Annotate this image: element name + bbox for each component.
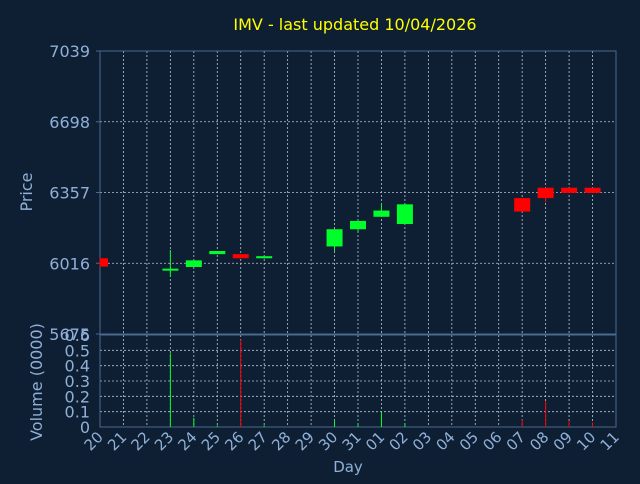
candle-body [537,187,554,199]
candle-body [514,198,531,212]
x-axis-ticks: 2021222324252627282930310102030405060708… [81,428,623,454]
candle-body [162,268,179,271]
x-tick-label: 05 [456,428,482,454]
candle-body [232,254,249,259]
volume-tick-label: 0.3 [65,372,90,391]
x-tick-label: 11 [597,428,623,454]
x-tick-label: 09 [550,428,576,454]
x-tick-label: 27 [245,428,271,454]
price-axis-ticks: 7039 6698 6357 6016 5675 [49,42,100,344]
x-axis-label: Day [333,458,363,476]
x-tick-label: 07 [503,428,529,454]
volume-tick-label: 0.1 [65,403,90,422]
volume-tick-label: 0.4 [65,357,90,376]
x-tick-label: 22 [128,428,154,454]
volume-axis-label: Volume (0000) [27,323,46,441]
candle-body [561,187,578,193]
volume-axis-ticks: 0.60.50.40.30.20.10 [65,326,90,437]
candle-body [350,220,366,230]
x-tick-label: 03 [409,428,435,454]
candle-body [373,210,390,217]
x-tick-label: 21 [104,428,130,454]
volume-tick-label: 0.2 [65,387,90,406]
x-tick-label: 29 [292,428,318,454]
x-tick-label: 08 [526,428,552,454]
price-tick-label: 7039 [49,42,90,61]
candle-body [256,256,273,259]
candles-layer [99,187,601,277]
x-tick-label: 24 [174,428,200,454]
volume-bars-layer [169,339,594,427]
price-axis-label: Price [17,172,36,211]
x-tick-label: 01 [362,428,388,454]
candle-body [209,251,226,255]
candle-body [326,229,343,247]
candle-body [396,204,413,225]
candle-body [100,258,108,267]
x-tick-label: 06 [479,428,505,454]
x-tick-label: 10 [573,428,599,454]
volume-grid [99,334,617,428]
volume-tick-label: 0.6 [65,326,90,345]
volume-tick-label: 0.5 [65,341,90,360]
candle-body [584,187,601,193]
x-tick-label: 02 [386,428,412,454]
price-tick-label: 6016 [49,254,90,273]
price-tick-label: 6698 [49,113,90,132]
x-tick-label: 28 [268,428,294,454]
x-tick-label: 25 [198,428,224,454]
candle-body [185,260,202,267]
x-tick-label: 31 [339,428,365,454]
price-tick-label: 5675 [49,325,90,344]
x-tick-label: 04 [432,428,458,454]
volume-tick-label: 0 [80,418,90,437]
x-tick-label: 23 [151,428,177,454]
price-tick-label: 6357 [49,184,90,203]
x-tick-label: 30 [315,428,341,454]
chart-title: IMV - last updated 10/04/2026 [233,15,476,34]
x-tick-label: 26 [221,428,247,454]
